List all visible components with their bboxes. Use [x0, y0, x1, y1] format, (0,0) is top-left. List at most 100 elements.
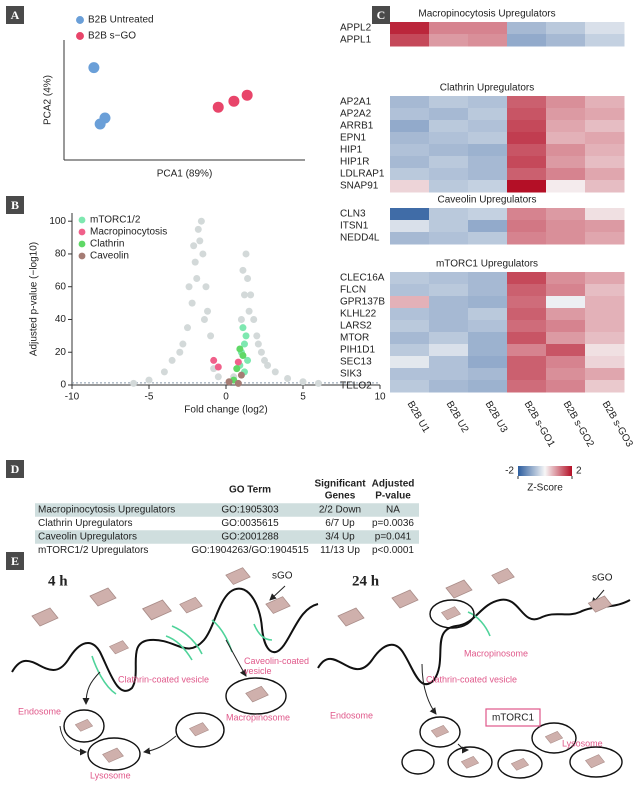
heat-cell: [429, 308, 469, 321]
panel-letter: A: [11, 8, 20, 22]
sgo-flake: [142, 599, 172, 621]
label: Lysosome: [90, 770, 131, 780]
heat-cell: [546, 120, 586, 133]
table-cell: 3/4 Up: [325, 532, 355, 543]
table-cell: NA: [386, 505, 400, 516]
legend-swatch: [76, 32, 84, 40]
point: [236, 345, 244, 353]
heat-cell: [390, 96, 430, 109]
point: [193, 275, 201, 283]
heat-cell: [390, 220, 430, 233]
heat-cell: [390, 320, 430, 333]
heat-cell: [546, 284, 586, 297]
heat-cell: [585, 22, 625, 35]
group-title: Caveolin Upregulators: [438, 195, 537, 206]
heat-cell: [585, 380, 625, 393]
x-axis-label: Fold change (log2): [184, 405, 267, 416]
heat-cell: [507, 120, 547, 133]
point: [314, 379, 322, 387]
heat-cell: [546, 208, 586, 221]
point: [145, 376, 153, 384]
sgo-flake: [337, 607, 365, 627]
heat-cell: [546, 368, 586, 381]
heat-cell: [507, 168, 547, 181]
heat-cell: [507, 368, 547, 381]
point: [199, 250, 207, 258]
table-header: Adjusted: [372, 479, 415, 490]
heat-cell: [429, 22, 469, 35]
row-label: KLHL22: [340, 309, 377, 320]
heat-cell: [468, 96, 508, 109]
sgo-flake: [445, 579, 473, 599]
heat-cell: [429, 220, 469, 233]
column-label: B2B U2: [444, 399, 471, 435]
heat-cell: [429, 34, 469, 47]
heat-cell: [468, 232, 508, 245]
point: [240, 340, 248, 348]
column-label: B2B U1: [405, 399, 432, 435]
heat-cell: [468, 320, 508, 333]
heat-cell: [585, 120, 625, 133]
column-label: B2B s-GO2: [561, 399, 596, 449]
legend-label: mTORC1/2: [90, 215, 141, 226]
heat-cell: [507, 344, 547, 357]
point: [233, 365, 241, 373]
x-tick-label: 0: [223, 392, 229, 403]
heat-cell: [507, 34, 547, 47]
point: [168, 356, 176, 364]
lysosome: [497, 749, 543, 779]
heat-cell: [507, 144, 547, 157]
heat-cell: [468, 332, 508, 345]
sgo-flake: [102, 747, 124, 763]
heat-cell: [390, 208, 430, 221]
heat-cell: [390, 156, 430, 169]
letter-box: [6, 552, 24, 570]
table-cell: Clathrin Upregulators: [38, 518, 133, 529]
macropinosome: [429, 599, 475, 629]
heat-cell: [429, 168, 469, 181]
caveolin-coat: [171, 625, 203, 655]
heat-cell: [468, 356, 508, 369]
legend-swatch: [78, 252, 86, 260]
heat-cell: [429, 232, 469, 245]
point: [228, 95, 240, 107]
colorbar: [518, 466, 572, 476]
heat-cell: [546, 332, 586, 345]
row-label: CLEC16A: [340, 273, 385, 284]
sgo-flake: [179, 596, 203, 614]
time-label: 4 h: [48, 573, 68, 589]
table-cell: Caveolin Upregulators: [38, 532, 137, 543]
table-cell: GO:2001288: [221, 532, 279, 543]
heat-cell: [585, 232, 625, 245]
heat-cell: [390, 356, 430, 369]
point: [176, 348, 184, 356]
heat-cell: [546, 380, 586, 393]
group-title: Clathrin Upregulators: [440, 83, 535, 94]
point: [240, 291, 248, 299]
heat-cell: [585, 156, 625, 169]
row-label: LARS2: [340, 321, 372, 332]
heat-cell: [429, 144, 469, 157]
label: Endosome: [330, 710, 373, 720]
heat-cell: [507, 232, 547, 245]
point: [239, 266, 247, 274]
table-header: Genes: [325, 491, 356, 502]
legend-label: Clathrin: [90, 239, 124, 250]
heat-cell: [390, 108, 430, 121]
heat-cell: [429, 368, 469, 381]
letter-box: [372, 6, 390, 24]
point: [130, 379, 138, 387]
legend-swatch: [78, 216, 86, 224]
point: [250, 315, 258, 323]
row-label: EPN1: [340, 133, 367, 144]
legend-label: Caveolin: [90, 251, 129, 262]
heat-cell: [390, 380, 430, 393]
heat-cell: [546, 34, 586, 47]
point: [202, 283, 210, 291]
lysosome: [87, 737, 141, 771]
heat-cell: [468, 120, 508, 133]
heat-cell: [468, 272, 508, 285]
colorbar-tick-label: 2: [576, 466, 582, 477]
table-cell: GO:1904263/GO:1904515: [191, 545, 309, 556]
